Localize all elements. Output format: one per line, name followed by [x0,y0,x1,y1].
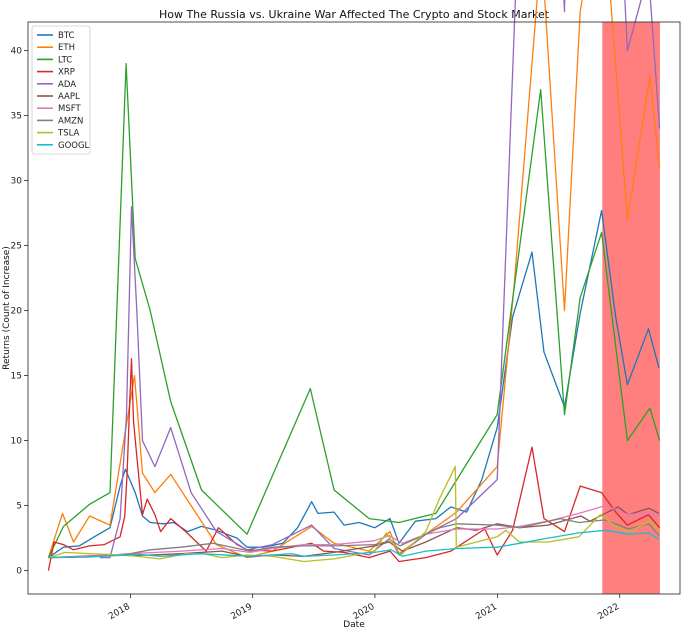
x-axis-label: Date [343,620,365,630]
war-period-highlight [602,22,660,594]
legend-label: ETH [58,43,75,53]
series-line-eth [47,0,661,559]
series-line-ada [99,0,661,559]
x-tick-label: 2022 [596,602,621,622]
legend-label: GOOGL [58,141,90,151]
y-axis-label: Returns (Count of Increase) [2,246,12,370]
series-line-msft [48,504,660,559]
legend: BTC ETH LTC XRP ADA AAPL MSFT AMZN TSLA GOOGL [31,25,91,155]
y-tick-label: 0 [16,567,22,577]
legend-label: TSLA [57,129,80,139]
y-axis: 0 5 10 15 20 25 30 35 40 [11,47,28,577]
plot-frame [27,21,681,595]
x-tick-label: 2021 [474,602,499,622]
y-tick-label: 15 [11,372,22,382]
x-tick-label: 2020 [352,602,377,622]
y-tick-label: 25 [11,242,22,252]
y-tick-label: 5 [16,502,22,512]
series-line-btc [48,209,660,559]
legend-label: MSFT [58,104,81,114]
plot-area [27,0,681,595]
series-layer [47,0,661,571]
y-tick-label: 10 [11,437,23,447]
legend-label: XRP [58,68,75,78]
legend-label: BTC [58,31,75,41]
legend-label: ADA [58,80,76,90]
series-line-ltc [47,62,661,558]
y-tick-label: 40 [11,47,23,57]
x-axis: 2018 2019 2020 2021 2022 [107,594,621,622]
y-tick-label: 30 [11,177,23,187]
y-tick-label: 20 [11,307,23,317]
legend-box [31,25,91,155]
chart-title: How The Russia vs. Ukraine War Affected … [159,8,550,21]
series-line-aapl [48,506,660,559]
war-period-highlight-layer [602,22,660,594]
x-tick-label: 2018 [107,602,132,622]
y-tick-label: 35 [11,112,22,122]
legend-label: AAPL [58,92,80,102]
series-line-googl [48,529,660,559]
legend-label: LTC [58,55,72,65]
x-tick-label: 2019 [229,602,254,622]
legend-label: AMZN [58,116,83,126]
